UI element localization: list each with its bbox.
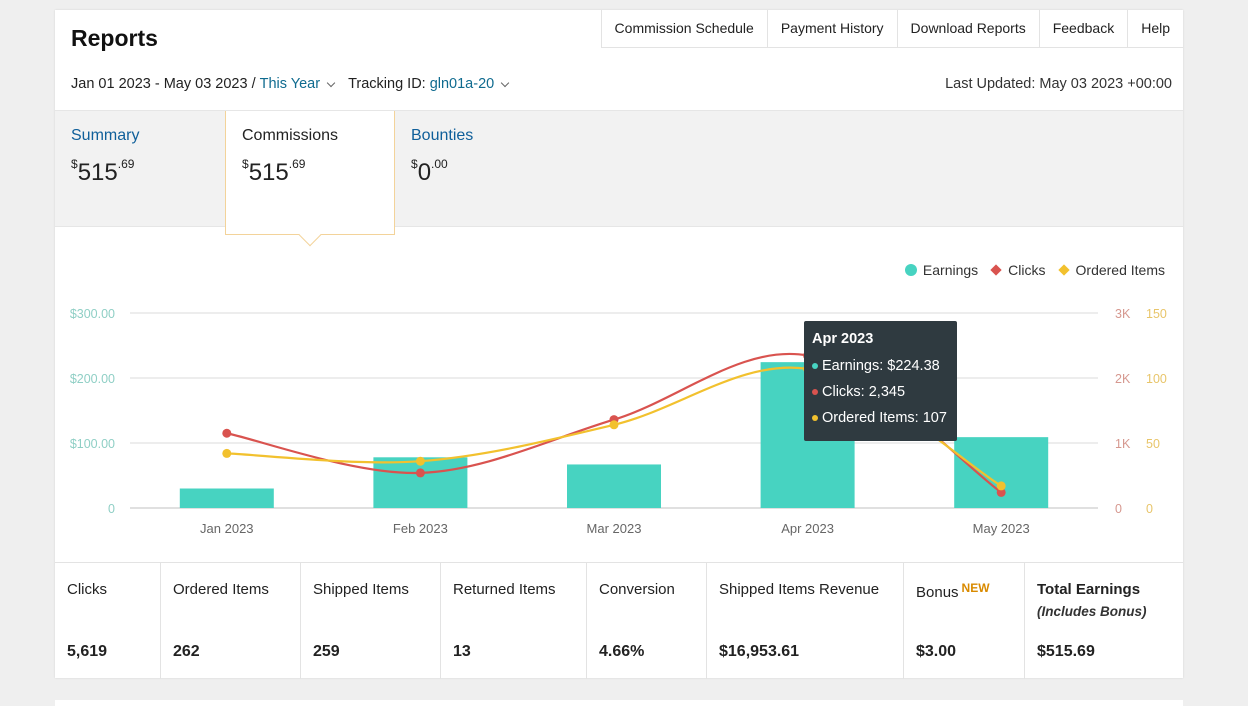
legend-earnings[interactable]: Earnings xyxy=(904,262,978,278)
period-dropdown[interactable]: This Year xyxy=(259,76,321,92)
clicks-diamond-icon xyxy=(990,264,1002,276)
new-badge: NEW xyxy=(961,581,990,595)
filter-bar: Jan 01 2023 - May 03 2023 / This Year Tr… xyxy=(71,76,516,92)
left-tick-label: $100.00 xyxy=(70,437,115,451)
tab-amount: $515.69 xyxy=(71,157,135,186)
right-clicks-tick-label: 3K xyxy=(1115,307,1131,321)
chevron-down-icon[interactable] xyxy=(500,78,510,87)
stat-conversion: Conversion 4.66% xyxy=(587,563,707,679)
stat-returned-items: Returned Items 13 xyxy=(441,563,587,679)
page-title: Reports xyxy=(71,25,158,51)
x-tick-label: Feb 2023 xyxy=(393,521,448,536)
tab-amount: $0.00 xyxy=(411,157,448,186)
tab-label: Summary xyxy=(71,127,140,144)
help-button[interactable]: Help xyxy=(1127,10,1183,48)
earnings-bar xyxy=(567,464,661,508)
right-clicks-tick-label: 2K xyxy=(1115,372,1131,386)
chevron-down-icon[interactable] xyxy=(326,78,336,87)
right-clicks-tick-label: 1K xyxy=(1115,437,1131,451)
tooltip-row-ordered: Ordered Items: 107 xyxy=(812,405,949,431)
earnings-bar xyxy=(373,457,468,508)
x-tick-label: Apr 2023 xyxy=(781,521,834,536)
date-range: Jan 01 2023 - May 03 2023 / xyxy=(71,76,256,92)
reports-card: Reports Commission Schedule Payment Hist… xyxy=(55,10,1183,679)
report-tabs: Summary $515.69 Commissions $515.69 Boun… xyxy=(55,110,1183,247)
stat-ordered-items: Ordered Items 262 xyxy=(161,563,301,679)
tracking-label: Tracking ID: xyxy=(348,76,426,92)
tooltip-row-clicks: Clicks: 2,345 xyxy=(812,379,949,405)
chart-tooltip: Apr 2023 Earnings: $224.38 Clicks: 2,345… xyxy=(804,321,957,441)
tab-summary[interactable]: Summary $515.69 xyxy=(55,111,225,228)
tab-commissions[interactable]: Commissions $515.69 xyxy=(225,111,395,247)
right-ordered-tick-label: 150 xyxy=(1146,307,1167,321)
commission-schedule-button[interactable]: Commission Schedule xyxy=(600,10,767,48)
earnings-bar xyxy=(179,488,274,508)
feedback-button[interactable]: Feedback xyxy=(1038,10,1128,48)
download-reports-button[interactable]: Download Reports xyxy=(896,10,1039,48)
ordered-diamond-icon xyxy=(1057,264,1070,276)
next-card xyxy=(55,700,1183,706)
left-tick-label: 0 xyxy=(108,502,115,516)
left-tick-label: $200.00 xyxy=(70,372,115,386)
right-clicks-tick-label: 0 xyxy=(1115,502,1122,516)
clicks-point xyxy=(222,428,232,438)
left-tick-label: $300.00 xyxy=(70,307,115,321)
stat-total-earnings: Total Earnings (Includes Bonus) $515.69 xyxy=(1037,581,1147,660)
tab-label: Bounties xyxy=(411,127,474,144)
tracking-id-dropdown[interactable]: gln01a-20 xyxy=(429,76,495,92)
earnings-dot-icon xyxy=(904,264,917,276)
clicks-point xyxy=(415,468,425,478)
x-tick-label: May 2023 xyxy=(973,521,1030,536)
legend-clicks[interactable]: Clicks xyxy=(990,262,1046,278)
right-ordered-tick-label: 50 xyxy=(1146,437,1160,451)
right-ordered-tick-label: 100 xyxy=(1146,372,1167,386)
stats-row: Clicks 5,619 Ordered Items 262 Shipped I… xyxy=(55,562,1183,679)
tooltip-row-earnings: Earnings: $224.38 xyxy=(812,353,949,379)
stat-shipped-items: Shipped Items 259 xyxy=(301,563,441,679)
tab-label: Commissions xyxy=(242,127,339,144)
ordered-items-point xyxy=(996,481,1006,491)
tab-bounties[interactable]: Bounties $0.00 xyxy=(395,111,565,228)
ordered-items-point xyxy=(609,420,619,430)
x-tick-label: Jan 2023 xyxy=(200,521,254,536)
clicks-point xyxy=(996,487,1006,497)
top-nav: Commission Schedule Payment History Down… xyxy=(600,10,1183,48)
stat-bonus: Bonus NEW $3.00 xyxy=(904,563,1025,679)
last-updated: Last Updated: May 03 2023 +00:00 xyxy=(945,76,1172,92)
payment-history-button[interactable]: Payment History xyxy=(766,10,897,48)
earnings-bar xyxy=(954,437,1049,508)
tab-amount: $515.69 xyxy=(242,157,306,186)
ordered-items-point xyxy=(415,456,425,466)
legend-ordered-items[interactable]: Ordered Items xyxy=(1057,262,1165,278)
chart-legend: Earnings Clicks Ordered Items xyxy=(891,262,1165,278)
ordered-items-point xyxy=(222,448,232,458)
right-ordered-tick-label: 0 xyxy=(1146,502,1153,516)
stat-shipped-revenue: Shipped Items Revenue $16,953.61 xyxy=(707,563,904,679)
tooltip-title: Apr 2023 xyxy=(812,331,874,347)
earnings-chart: 0 $100.00 $200.00 $300.00 0 1K 2K 3K 0 50 100 150 Ja… xyxy=(55,228,1183,562)
stat-clicks: Clicks 5,619 xyxy=(55,563,161,679)
x-tick-label: Mar 2023 xyxy=(587,521,642,536)
chart-canvas: 0 $100.00 $200.00 $300.00 0 1K 2K 3K 0 50 100 150 Ja… xyxy=(70,307,1167,536)
